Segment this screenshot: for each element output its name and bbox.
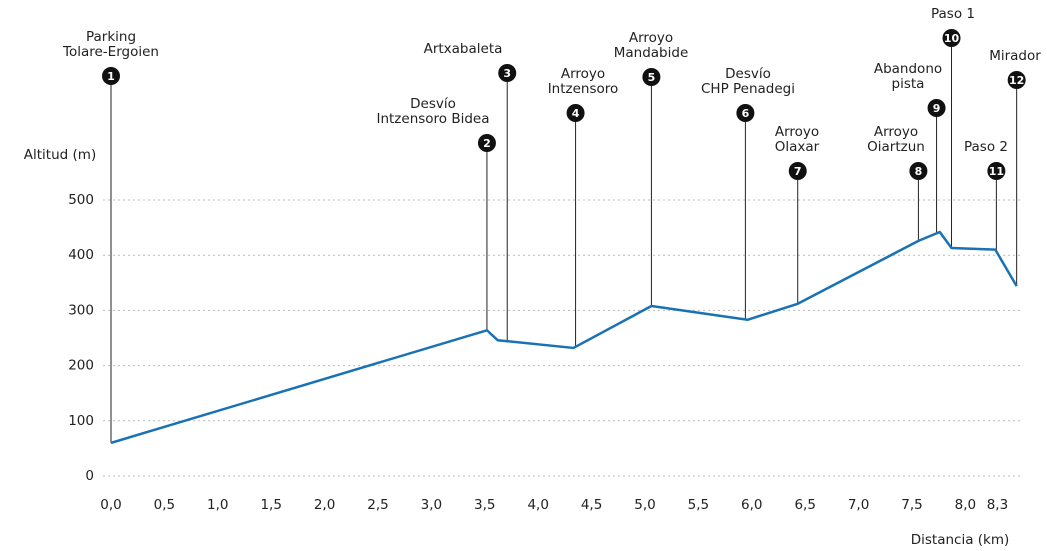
waypoint-label: Mandabide (614, 45, 689, 61)
waypoint-number: 4 (572, 107, 580, 120)
waypoint-number: 7 (794, 165, 802, 178)
waypoint-label: Arroyo (561, 66, 605, 82)
waypoint-badge (736, 104, 755, 122)
x-tick-label: 1,0 (207, 497, 228, 513)
waypoint-label: Arroyo (874, 124, 918, 140)
waypoint-number: 12 (1009, 74, 1024, 87)
waypoint-number: 9 (933, 102, 941, 115)
waypoint-badge (1007, 71, 1026, 89)
x-tick-label: 8,3 (987, 497, 1008, 513)
x-tick-label: 4,0 (527, 497, 548, 513)
x-tick-label: 7,5 (901, 497, 922, 513)
waypoint-label: Paso 1 (931, 6, 975, 22)
waypoint-number: 5 (648, 71, 656, 84)
y-tick-label: 300 (68, 302, 94, 318)
x-tick-label: 8,0 (955, 497, 976, 513)
waypoint-number: 1 (107, 70, 115, 83)
waypoint-number: 6 (742, 107, 750, 120)
y-tick-label: 400 (68, 247, 94, 263)
x-tick-label: 4,5 (581, 497, 602, 513)
y-tick-label: 100 (68, 413, 94, 429)
waypoint-label: Intzensoro (548, 81, 619, 97)
waypoint-label: Desvío (725, 66, 771, 82)
waypoint-badge (788, 162, 807, 180)
waypoint-label: Arroyo (629, 30, 673, 46)
waypoint-badge (909, 162, 928, 180)
waypoint-label: pista (892, 76, 925, 92)
y-tick-label: 0 (85, 468, 94, 484)
waypoint-badge (987, 162, 1006, 180)
waypoint-number: 2 (483, 137, 491, 150)
x-tick-label: 7,0 (848, 497, 869, 513)
x-tick-label: 6,5 (794, 497, 815, 513)
waypoint-badge (942, 29, 961, 47)
waypoint-badge (642, 68, 661, 86)
x-tick-label: 6,0 (741, 497, 762, 513)
waypoint-badge (102, 67, 120, 85)
waypoint-label: Parking (86, 29, 136, 45)
waypoint-label: Paso 2 (964, 139, 1008, 155)
x-tick-label: 0,5 (154, 497, 175, 513)
y-tick-label: 200 (68, 358, 94, 374)
waypoint-badge (498, 64, 517, 82)
x-tick-label: 1,5 (260, 497, 281, 513)
waypoint-label: CHP Penadegi (701, 81, 795, 97)
x-tick-label: 5,5 (688, 497, 709, 513)
waypoint-number: 10 (944, 32, 960, 45)
waypoint-label: Intzensoro Bidea (376, 111, 489, 127)
y-tick-label: 500 (68, 192, 94, 208)
x-tick-label: 5,0 (634, 497, 655, 513)
x-tick-label: 2,5 (367, 497, 388, 513)
x-tick-label: 2,0 (314, 497, 335, 513)
waypoint-number: 3 (503, 67, 511, 80)
x-tick-label: 3,0 (421, 497, 442, 513)
waypoint-label: Arroyo (775, 124, 819, 140)
y-axis-title: Altitud (m) (24, 147, 96, 163)
x-axis-title: Distancia (km) (911, 532, 1010, 548)
waypoint-label: Artxabaleta (424, 41, 503, 57)
waypoint-label: Olaxar (775, 139, 820, 155)
waypoint-badge (927, 99, 946, 117)
waypoint-label: Desvío (410, 96, 456, 112)
waypoint-badge (566, 104, 585, 122)
waypoint-label: Abandono (874, 61, 942, 77)
waypoint-label: Tolare-Ergoien (62, 44, 159, 60)
waypoint-number: 8 (915, 165, 923, 178)
waypoint-label: Oiartzun (867, 139, 925, 155)
x-tick-label: 0,0 (100, 497, 121, 513)
profile-line (110, 230, 1018, 445)
waypoint-badge (477, 134, 496, 152)
waypoint-number: 11 (989, 165, 1004, 178)
waypoint-label: Mirador (989, 48, 1041, 64)
x-tick-label: 3,5 (474, 497, 495, 513)
